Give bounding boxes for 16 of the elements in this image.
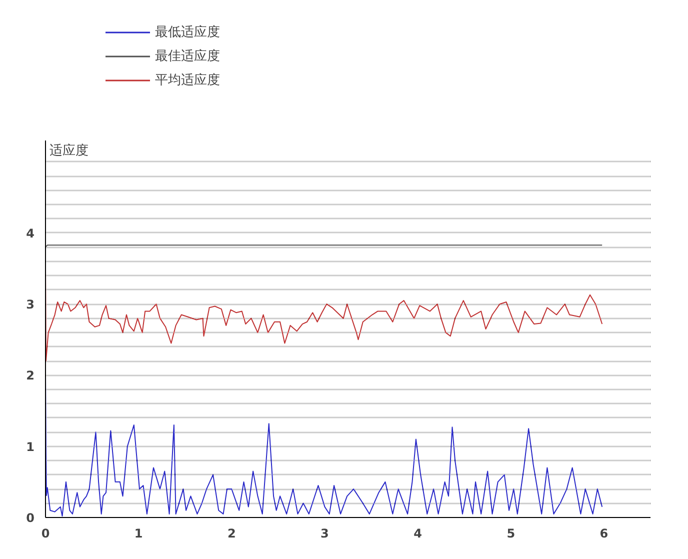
y-tick-label: 4 <box>26 226 35 240</box>
x-tick-label: 3 <box>320 526 329 540</box>
y-tick-label: 2 <box>26 368 35 383</box>
x-tick-label: 5 <box>506 526 516 540</box>
x-tick-label: 2 <box>227 526 236 540</box>
y-axis-title: 适应度 <box>50 142 88 158</box>
y-tick-label: 1 <box>26 440 35 454</box>
x-tick-label: 4 <box>414 526 422 540</box>
x-tick-label: 0 <box>41 526 50 540</box>
y-tick-label: 0 <box>26 511 35 525</box>
legend-label: 平均适应度 <box>155 72 220 89</box>
x-tick-label: 6 <box>600 526 608 540</box>
x-tick-label: 1 <box>134 526 143 540</box>
legend-label: 最佳适应度 <box>155 48 220 65</box>
legend-label: 最低适应度 <box>155 24 220 41</box>
y-tick-label: 3 <box>26 298 35 312</box>
